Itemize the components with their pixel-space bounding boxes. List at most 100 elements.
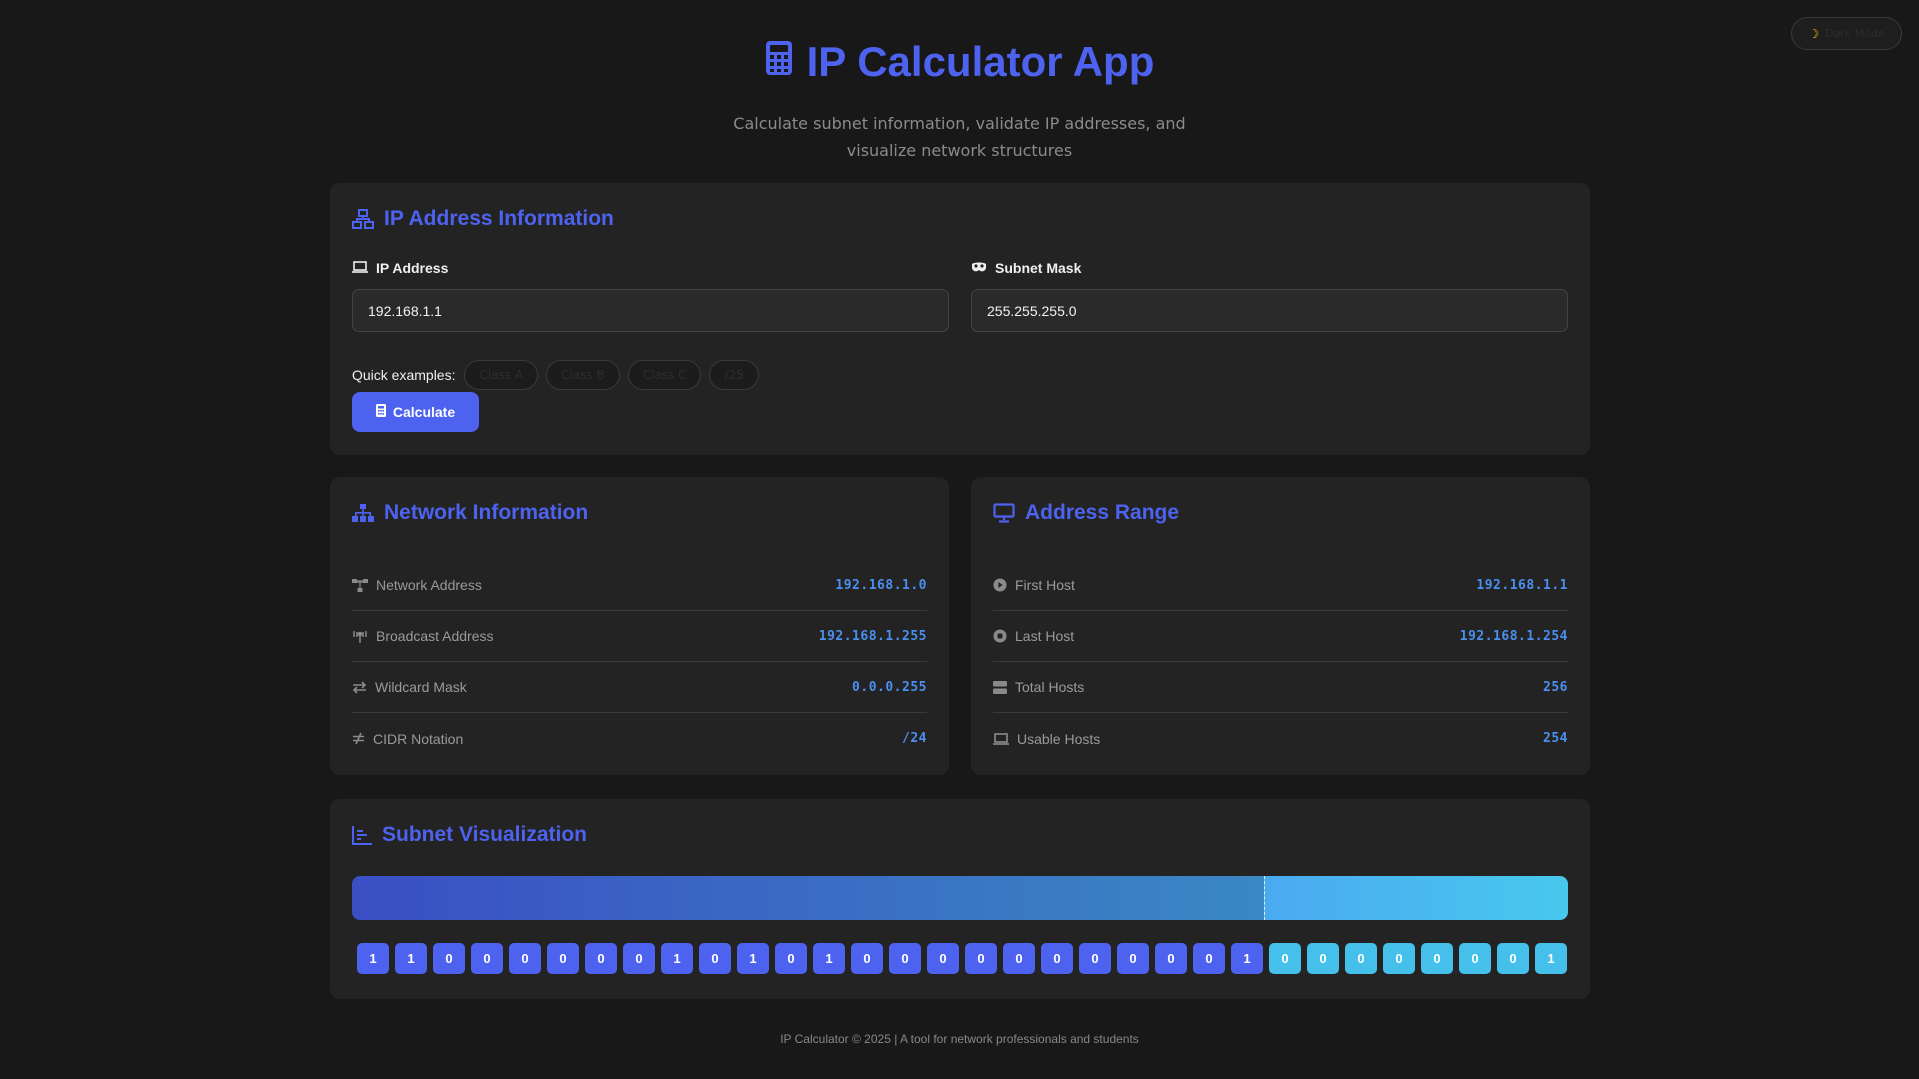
page-subtitle: Calculate subnet information, validate I…	[733, 114, 1186, 160]
page-footer: IP Calculator © 2025 | A tool for networ…	[780, 1032, 1139, 1046]
desktop-icon	[993, 503, 1015, 523]
page-title-text: IP Calculator App	[806, 38, 1155, 85]
network-bit-13: 0	[851, 943, 883, 974]
total-hosts-value: 256	[1543, 679, 1568, 695]
calculator-icon	[765, 38, 793, 86]
not-equal-icon	[352, 732, 365, 745]
host-bit-25: 0	[1307, 943, 1339, 974]
last-host-value: 192.168.1.254	[1459, 628, 1568, 644]
ip-address-input[interactable]	[352, 289, 949, 332]
quick-examples: Quick examples: Class A Class B Class C …	[352, 360, 759, 390]
network-bit-11: 0	[775, 943, 807, 974]
moon-icon: ☽	[1808, 26, 1820, 41]
sitemap-icon	[352, 504, 374, 522]
address-range-card: Address Range First Host 192.168.1.1 Las…	[971, 477, 1590, 775]
network-info-card: Network Information Network Address 192.…	[330, 477, 949, 775]
ip-info-title: IP Address Information	[352, 207, 614, 231]
page-header: IP Calculator App Calculate subnet infor…	[0, 0, 1919, 164]
laptop-icon	[993, 732, 1009, 745]
network-bit-21: 0	[1155, 943, 1187, 974]
total-hosts-row: Total Hosts 256	[993, 662, 1568, 713]
broadcast-address-value: 192.168.1.255	[818, 628, 927, 644]
calculator-icon	[375, 404, 386, 420]
bar-chart-icon	[352, 825, 372, 845]
quick-examples-label: Quick examples:	[352, 367, 456, 383]
subnet-visualization-title: Subnet Visualization	[352, 823, 587, 847]
subnet-split-bar	[352, 876, 1568, 920]
host-bit-28: 0	[1421, 943, 1453, 974]
network-bit-9: 0	[699, 943, 731, 974]
address-range-title: Address Range	[993, 501, 1179, 525]
page-title: IP Calculator App	[765, 34, 1155, 90]
subnet-mask-input[interactable]	[971, 289, 1568, 332]
network-portion-bar	[352, 876, 1264, 920]
network-bit-10: 1	[737, 943, 769, 974]
quick-example-class-b[interactable]: Class B	[546, 360, 620, 390]
cidr-notation-value: /24	[902, 731, 927, 746]
theme-toggle-button[interactable]: ☽ Dark Mode	[1791, 17, 1902, 50]
quick-example-cidr-25[interactable]: /25	[709, 360, 759, 390]
subnet-mask-field: Subnet Mask	[971, 259, 1568, 332]
network-bit-2: 0	[433, 943, 465, 974]
calculate-button[interactable]: Calculate	[352, 392, 479, 432]
usable-hosts-row: Usable Hosts 254	[993, 713, 1568, 764]
network-address-row: Network Address 192.168.1.0	[352, 560, 927, 611]
server-icon	[993, 680, 1007, 694]
broadcast-tower-icon	[352, 630, 368, 643]
wildcard-mask-value: 0.0.0.255	[852, 679, 927, 695]
network-wired-icon	[352, 209, 374, 229]
network-bit-1: 1	[395, 943, 427, 974]
network-bit-8: 1	[661, 943, 693, 974]
mask-icon	[971, 260, 987, 276]
network-bit-20: 0	[1117, 943, 1149, 974]
usable-hosts-value: 254	[1543, 731, 1568, 746]
quick-example-class-c[interactable]: Class C	[627, 360, 702, 390]
network-bit-17: 0	[1003, 943, 1035, 974]
network-info-title: Network Information	[352, 501, 588, 525]
network-bit-14: 0	[889, 943, 921, 974]
play-circle-icon	[993, 578, 1007, 592]
network-address-value: 192.168.1.0	[835, 577, 927, 593]
theme-toggle-label: Dark Mode	[1825, 27, 1885, 40]
laptop-icon	[352, 260, 368, 276]
network-bit-7: 0	[623, 943, 655, 974]
last-host-row: Last Host 192.168.1.254	[993, 611, 1568, 662]
host-bit-26: 0	[1345, 943, 1377, 974]
network-bit-5: 0	[547, 943, 579, 974]
network-bit-15: 0	[927, 943, 959, 974]
network-bit-16: 0	[965, 943, 997, 974]
network-bit-12: 1	[813, 943, 845, 974]
address-range-list: First Host 192.168.1.1 Last Host 192.168…	[993, 560, 1568, 764]
network-bit-23: 1	[1231, 943, 1263, 974]
network-bit-18: 0	[1041, 943, 1073, 974]
network-info-list: Network Address 192.168.1.0 Broadcast Ad…	[352, 560, 927, 764]
host-portion-bar	[1264, 876, 1568, 920]
host-bit-30: 0	[1497, 943, 1529, 974]
ip-address-field: IP Address	[352, 259, 949, 332]
host-bit-27: 0	[1383, 943, 1415, 974]
network-bit-0: 1	[357, 943, 389, 974]
network-bit-22: 0	[1193, 943, 1225, 974]
network-bit-3: 0	[471, 943, 503, 974]
network-bit-4: 0	[509, 943, 541, 974]
stop-circle-icon	[993, 629, 1007, 643]
quick-example-class-a[interactable]: Class A	[464, 360, 539, 390]
calculate-label: Calculate	[392, 404, 456, 420]
network-bit-6: 0	[585, 943, 617, 974]
host-bit-31: 1	[1535, 943, 1567, 974]
subnet-mask-label: Subnet Mask	[971, 259, 1568, 277]
ip-address-label: IP Address	[352, 259, 949, 277]
first-host-row: First Host 192.168.1.1	[993, 560, 1568, 611]
broadcast-address-row: Broadcast Address 192.168.1.255	[352, 611, 927, 662]
network-bit-19: 0	[1079, 943, 1111, 974]
ip-info-card: IP Address Information IP Address Subnet…	[330, 183, 1590, 455]
exchange-icon	[352, 680, 367, 694]
host-bit-29: 0	[1459, 943, 1491, 974]
network-address-icon	[352, 578, 368, 592]
first-host-value: 192.168.1.1	[1476, 577, 1568, 593]
cidr-notation-row: CIDR Notation /24	[352, 713, 927, 764]
host-bit-24: 0	[1269, 943, 1301, 974]
wildcard-mask-row: Wildcard Mask 0.0.0.255	[352, 662, 927, 713]
